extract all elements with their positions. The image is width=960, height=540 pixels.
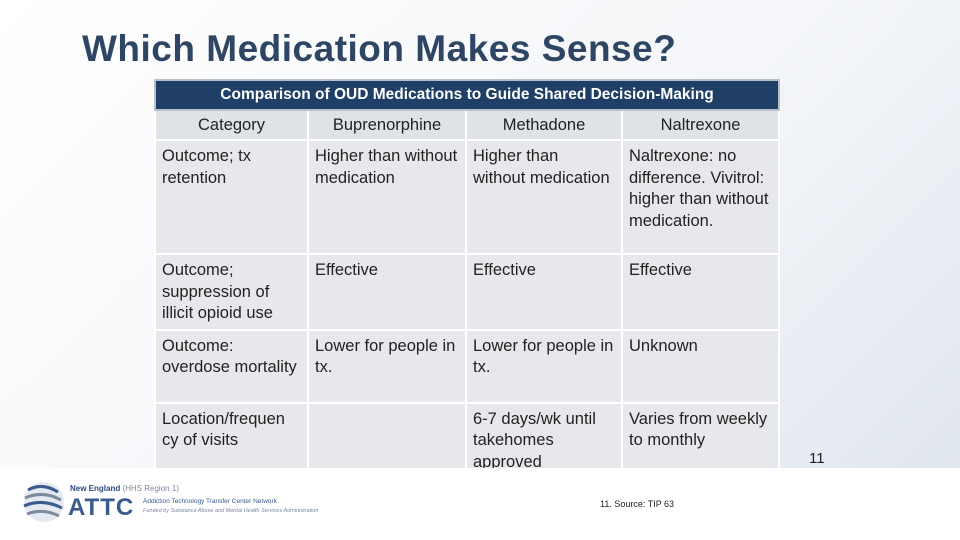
table-cell: Naltrexone: no difference. Vivitrol: hig…: [620, 139, 781, 255]
logo-network-name: Addiction Technology Transfer Center Net…: [143, 498, 277, 505]
header-buprenorphine: Buprenorphine: [307, 109, 467, 141]
slide-title: Which Medication Makes Sense?: [82, 28, 677, 69]
logo-text: ATTC: [68, 494, 135, 521]
table-cell: Varies from weekly to monthly: [620, 401, 781, 480]
table-caption: Comparison of OUD Medications to Guide S…: [153, 79, 781, 111]
header-methadone: Methadone: [465, 109, 623, 141]
source-citation: 11. Source: TIP 63: [600, 499, 675, 509]
table-row: Location/frequen cy of visits 6-7 days/w…: [154, 401, 781, 480]
table-cell: Lower for people in tx.: [465, 328, 623, 404]
table-cell: Location/frequen cy of visits: [154, 401, 309, 480]
table-cell: Effective: [465, 253, 623, 331]
footer-band: [0, 468, 960, 540]
table-cell: Unknown: [620, 328, 781, 404]
table-row: Outcome: overdose mortality Lower for pe…: [154, 328, 781, 404]
table-cell: Outcome; suppression of illicit opioid u…: [154, 253, 309, 331]
logo-region: New England (HHS Region 1): [70, 484, 179, 493]
table-cell: Lower for people in tx.: [307, 328, 467, 404]
logo-region-detail: (HHS Region 1): [122, 484, 179, 493]
logo-region-name: New England: [70, 484, 121, 493]
table-cell: Outcome: overdose mortality: [154, 328, 309, 404]
comparison-table: Comparison of OUD Medications to Guide S…: [153, 79, 781, 480]
table-row: Outcome; tx retention Higher than withou…: [154, 139, 781, 255]
logo-funded-by: Funded by Substance Abuse and Mental Hea…: [143, 508, 319, 514]
table-header-row: Category Buprenorphine Methadone Naltrex…: [154, 109, 781, 141]
header-naltrexone: Naltrexone: [620, 109, 781, 141]
table-cell: Effective: [620, 253, 781, 331]
page-number: 11: [809, 450, 825, 467]
table-cell: Effective: [307, 253, 467, 331]
table-row: Outcome; suppression of illicit opioid u…: [154, 253, 781, 331]
table-cell: [307, 401, 467, 480]
attc-logo-icon: [23, 482, 64, 522]
table-cell: Higher than without medication: [307, 139, 467, 255]
table-cell: Outcome; tx retention: [154, 139, 309, 255]
table-cell: Higher than without medication: [465, 139, 623, 255]
header-category: Category: [154, 109, 309, 141]
